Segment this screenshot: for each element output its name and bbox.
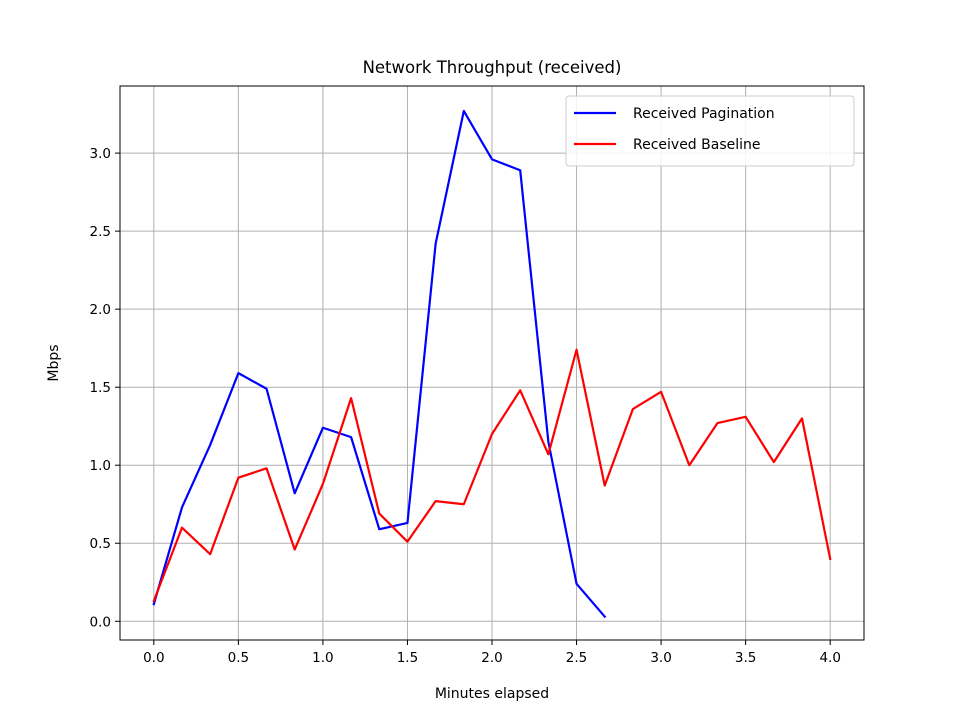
legend-box [565,95,855,167]
chart-title: Network Throughput (received) [363,58,622,77]
y-tick-label: 1.0 [90,458,111,474]
y-tick-label: 2.5 [90,224,111,240]
legend-label-1: Received Pagination [633,106,775,122]
series-line-1 [152,109,607,619]
y-tick-label: 1.5 [90,380,111,396]
x-tick-label: 3.0 [650,650,671,666]
axis-ticks: 0.0 0.5 1.0 1.5 2.0 2.5 3.0 3.5 4.0 0.0 0.5 1.0 1.5 2… [90,146,841,666]
x-axis-label: Minutes elapsed [435,686,549,702]
x-tick-label: 0.0 [143,650,164,666]
grid-lines [120,86,864,640]
x-tick-label: 0.5 [228,650,249,666]
y-tick-label: 2.0 [90,302,111,318]
y-axis-label: Mbps [46,344,62,381]
y-tick-label: 3.0 [90,146,111,162]
x-tick-label: 1.5 [397,650,418,666]
series-line-2 [152,348,832,603]
x-tick-label: 2.0 [481,650,502,666]
x-tick-label: 1.0 [312,650,333,666]
y-tick-label: 0.0 [90,614,111,630]
x-tick-label: 3.5 [735,650,756,666]
y-tick-label: 0.5 [90,536,111,552]
x-tick-label: 2.5 [566,650,587,666]
chart-legend: Received Pagination Received Baseline [565,95,855,167]
x-tick-label: 4.0 [819,650,840,666]
plot-series [152,109,832,619]
legend-label-2: Received Baseline [633,137,761,153]
